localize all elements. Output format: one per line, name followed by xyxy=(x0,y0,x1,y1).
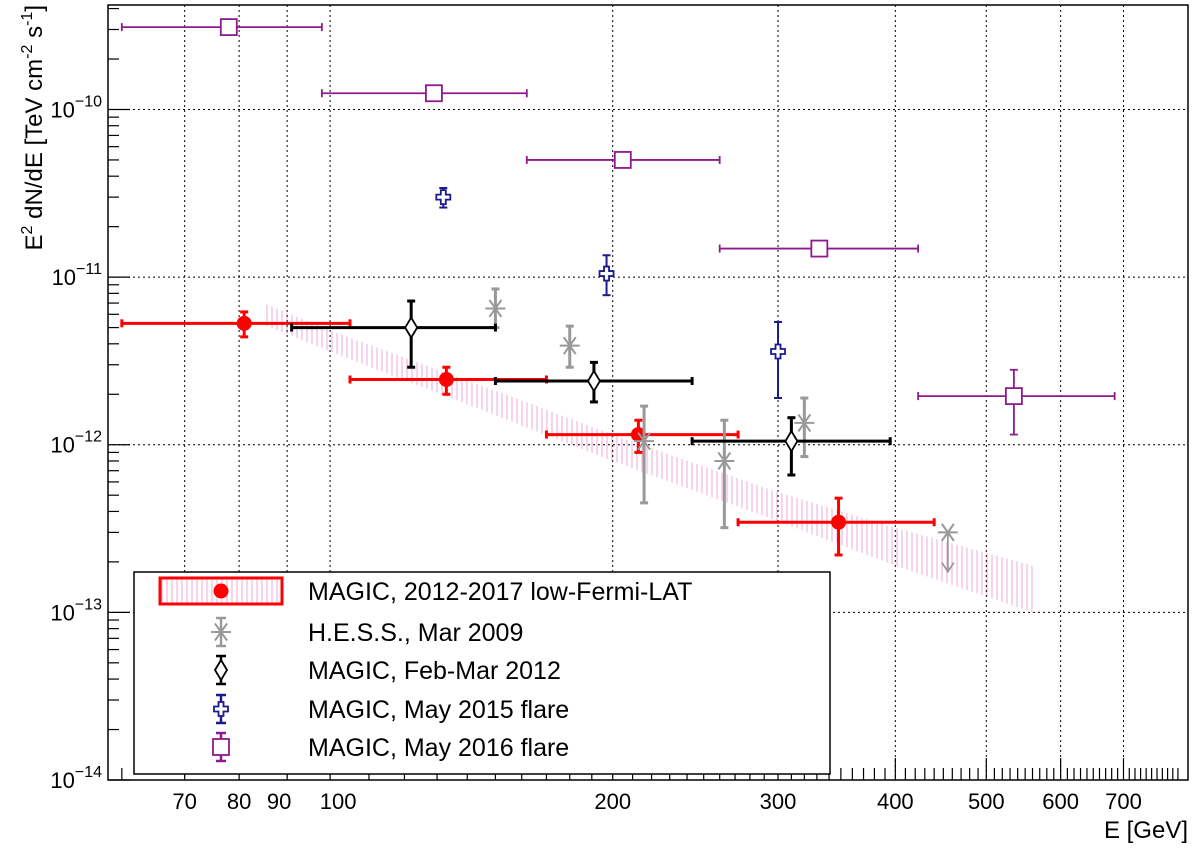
star-marker xyxy=(637,432,651,451)
x-tick-label: 500 xyxy=(968,789,1005,814)
y-axis-title: E2 dN/dE [TeV cm-2 s-1] xyxy=(19,5,48,250)
y-tick-label: 10−12 xyxy=(50,429,102,458)
x-tick-label: 600 xyxy=(1042,789,1079,814)
legend-entry: MAGIC, May 2016 flare xyxy=(212,731,569,763)
legend-label: MAGIC, May 2016 flare xyxy=(308,734,569,762)
x-tick-label: 80 xyxy=(227,789,251,814)
circle-marker xyxy=(213,583,229,599)
data-point xyxy=(485,287,506,330)
x-tick-label: 100 xyxy=(320,789,357,814)
x-tick-label: 200 xyxy=(594,789,631,814)
legend-entry: MAGIC, Feb-Mar 2012 xyxy=(213,654,561,686)
data-point xyxy=(320,84,528,103)
data-point xyxy=(348,365,548,396)
legend-box xyxy=(133,571,831,775)
y-tick-label: 10−13 xyxy=(50,596,102,625)
data-point xyxy=(794,396,815,459)
diamond-marker xyxy=(404,315,419,340)
data-point xyxy=(290,299,497,369)
cross-marker xyxy=(435,189,452,206)
legend-entry: H.E.S.S., Mar 2009 xyxy=(211,616,523,648)
circle-marker xyxy=(236,315,252,331)
legend-entry: MAGIC, May 2015 flare xyxy=(213,693,569,725)
x-tick-label: 400 xyxy=(877,789,914,814)
x-axis-title: E [GeV] xyxy=(1104,817,1188,844)
data-point xyxy=(917,368,1116,436)
y-tick-label: 10−14 xyxy=(50,764,102,793)
star-marker xyxy=(562,336,577,355)
data-point xyxy=(525,151,721,169)
data-point xyxy=(634,404,655,505)
legend-band-swatch xyxy=(158,576,284,606)
legend-label: MAGIC, Feb-Mar 2012 xyxy=(308,657,561,685)
square-marker xyxy=(425,84,443,103)
legend-label: H.E.S.S., Mar 2009 xyxy=(308,619,523,647)
x-tick-label: 70 xyxy=(172,789,196,814)
legend-label: MAGIC, May 2015 flare xyxy=(308,696,569,724)
circle-marker xyxy=(831,514,847,530)
data-point xyxy=(559,324,580,369)
data-point xyxy=(937,523,958,574)
model-band-area xyxy=(263,303,1033,613)
star-marker xyxy=(941,523,955,542)
cross-marker xyxy=(213,701,229,717)
star-marker xyxy=(717,451,732,471)
upper-limit-arrowhead xyxy=(941,562,955,574)
model-band xyxy=(263,303,1033,613)
legend-label: MAGIC, 2012-2017 low-Fermi-LAT xyxy=(308,578,692,606)
diamond-marker xyxy=(213,658,229,682)
diamond-marker xyxy=(586,369,601,393)
cross-marker xyxy=(770,343,786,360)
square-marker xyxy=(212,738,230,756)
data-points xyxy=(120,18,1116,574)
data-point xyxy=(120,18,323,37)
legend-entry: MAGIC, 2012-2017 low-Fermi-LAT xyxy=(158,576,692,606)
y-tick-label: 10−10 xyxy=(50,93,102,122)
circle-marker xyxy=(438,372,454,388)
star-marker xyxy=(488,299,503,318)
data-point xyxy=(770,320,786,400)
square-marker xyxy=(613,151,632,169)
data-point xyxy=(120,310,352,339)
data-point xyxy=(718,239,920,258)
axes: 70 80 90 100 200 300 400 500 600 700 10−14 10−13 10−… xyxy=(50,7,1179,814)
data-point xyxy=(714,418,735,530)
plot-frame xyxy=(107,4,1189,781)
star-marker xyxy=(214,622,228,642)
legend: MAGIC, 2012-2017 low-Fermi-LAT H.E.S.S., … xyxy=(133,571,831,775)
cross-marker xyxy=(598,265,615,282)
data-point xyxy=(736,496,936,557)
data-point xyxy=(690,416,892,477)
data-point xyxy=(493,360,694,404)
star-marker xyxy=(797,413,812,432)
diamond-marker xyxy=(784,429,799,453)
x-tick-label: 300 xyxy=(760,789,797,814)
square-marker xyxy=(219,18,238,37)
y-tick-label: 10−11 xyxy=(52,261,103,290)
data-point xyxy=(598,254,615,297)
x-tick-label: 90 xyxy=(267,789,291,814)
square-marker xyxy=(1004,387,1023,406)
x-tick-label: 700 xyxy=(1105,789,1142,814)
square-marker xyxy=(810,239,829,258)
data-point xyxy=(435,187,452,209)
